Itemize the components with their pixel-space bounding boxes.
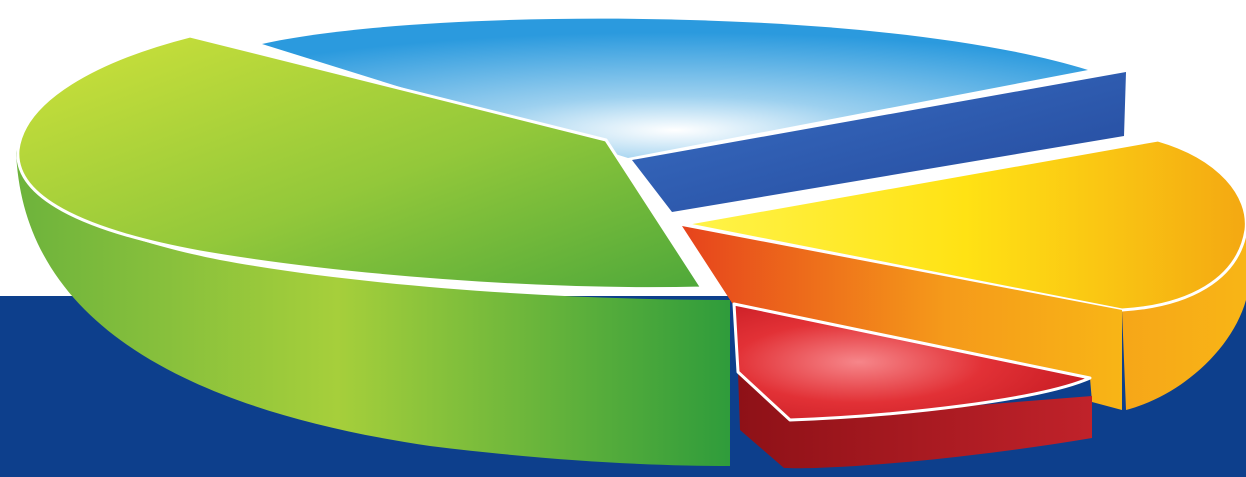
pie-slice-green-side xyxy=(16,150,730,466)
pie-slice-orange-face xyxy=(682,226,1122,410)
pie-slice-navy-top xyxy=(632,72,1126,212)
pie-slice-green-top xyxy=(16,34,704,291)
pie-slice-yellow-side xyxy=(682,226,1246,410)
pie-slice-red-side xyxy=(738,372,1092,469)
pie-slice-red-top xyxy=(732,302,1092,422)
pie-slice-blue xyxy=(262,18,1088,158)
